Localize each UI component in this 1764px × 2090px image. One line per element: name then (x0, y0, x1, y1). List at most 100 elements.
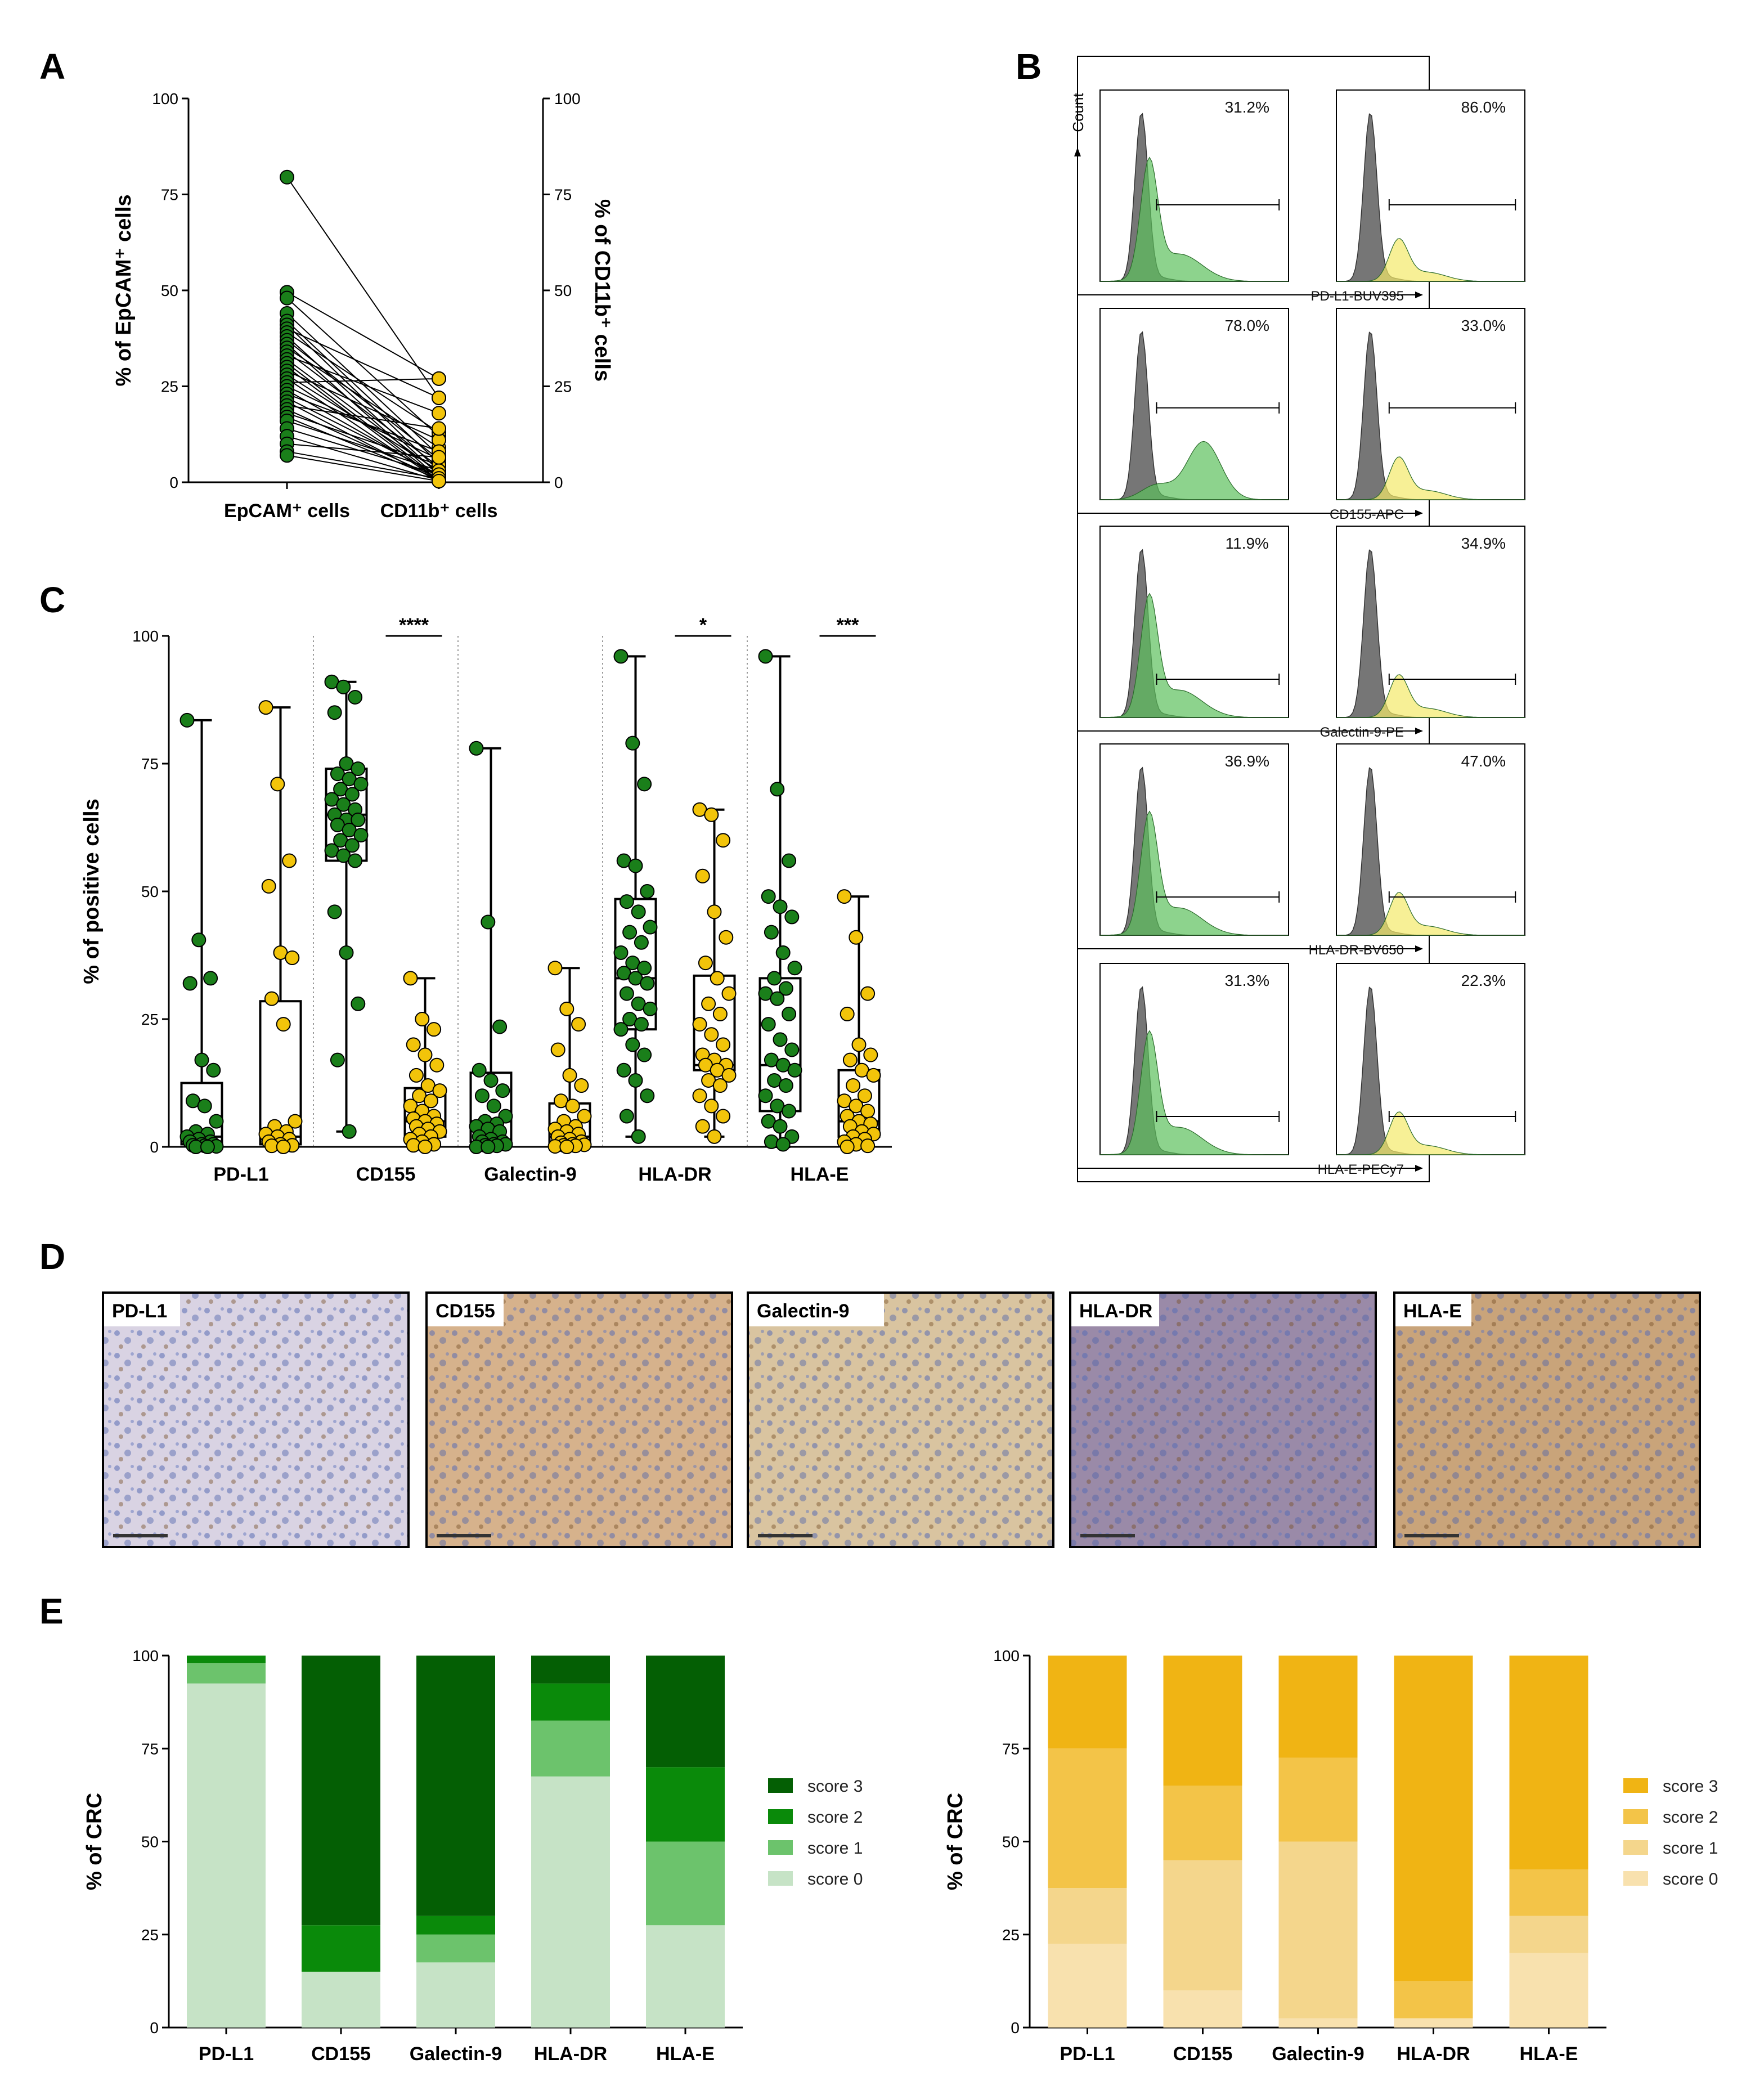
data-point (767, 971, 782, 986)
stacked-bar-segment (1048, 1656, 1127, 1749)
data-point (619, 986, 634, 1001)
histogram-box (1099, 963, 1289, 1155)
data-point (716, 1037, 731, 1052)
data-point (403, 971, 418, 986)
stacked-bar-segment (302, 1656, 380, 1926)
marker-label: PD-L1-BUV395 (1311, 289, 1404, 304)
data-point (571, 1017, 586, 1032)
panel-e-stacked-bars: 0 25 50 75 100 % of CRC PD-L1 CD155 Galectin-9 HL… (83, 1647, 1718, 2065)
x-category-label: EpCAM⁺ cells (224, 500, 350, 522)
y-tick-label: 75 (141, 755, 159, 773)
data-point (782, 1006, 797, 1021)
data-point (860, 1138, 876, 1154)
stacked-bar-segment (1163, 1860, 1242, 1990)
stacked-bar-segment (187, 1663, 266, 1684)
data-point (640, 884, 655, 899)
axis-arrow (1415, 728, 1423, 734)
legend-swatch (768, 1778, 793, 1793)
data-point (849, 930, 864, 945)
data-point (200, 1140, 215, 1154)
data-point (628, 1073, 643, 1088)
ihc-label-box (749, 1294, 884, 1326)
y-tick-label: 0 (150, 2019, 159, 2037)
data-point (773, 1032, 788, 1047)
data-point (486, 1098, 501, 1114)
y-tick-label-left: 75 (161, 186, 178, 204)
data-point (758, 1088, 773, 1104)
stacked-bar-segment (646, 1767, 725, 1842)
data-point (418, 1047, 433, 1062)
data-point (209, 1114, 224, 1129)
data-point (423, 1093, 438, 1109)
data-point (562, 1068, 577, 1083)
data-point (846, 1078, 861, 1093)
data-point (637, 961, 652, 976)
data-point (481, 1140, 496, 1154)
stained-histogram (1100, 441, 1289, 500)
gate-percentage: 34.9% (1461, 535, 1506, 552)
stacked-bar-segment (1509, 1869, 1588, 1916)
data-point (701, 996, 716, 1011)
ihc-label-box (1395, 1294, 1471, 1326)
data-point (716, 1109, 731, 1124)
data-point (197, 1098, 212, 1114)
data-point (840, 1006, 855, 1021)
data-point (559, 1140, 574, 1154)
panel-a-paired-scatter: 0 0 25 25 50 50 75 75 100 100 EpCAM⁺ cells CD11b⁺ c… (112, 90, 614, 522)
data-point (719, 930, 734, 945)
pair-line (286, 358, 439, 473)
gate-percentage: 33.0% (1461, 317, 1506, 334)
count-axis-arrow (1074, 147, 1081, 156)
pair-line (286, 405, 439, 429)
y-tick-label-right: 25 (554, 378, 572, 396)
category-label: PD-L1 (1060, 2043, 1115, 2065)
data-point (712, 1078, 728, 1093)
data-point (577, 1109, 592, 1124)
data-point (344, 787, 360, 802)
stained-histogram (1336, 238, 1525, 282)
category-label: HLA-E (1520, 2043, 1578, 2065)
panel-letter-c: C (39, 580, 65, 620)
epcam-point (280, 448, 294, 463)
data-point (481, 914, 496, 930)
data-point (721, 986, 737, 1001)
category-label: HLA-DR (1397, 2043, 1470, 2065)
data-point (628, 858, 643, 873)
y-tick-label-left: 25 (161, 378, 178, 396)
stacked-bar-segment (1278, 2018, 1358, 2028)
y-tick-label-right: 75 (554, 186, 572, 204)
y-tick-label-right: 100 (554, 90, 581, 107)
stacked-bar-segment (531, 1720, 610, 1777)
data-point (695, 868, 710, 883)
ihc-label-box (428, 1294, 504, 1326)
legend-label: score 1 (1663, 1839, 1718, 1858)
data-point (773, 899, 788, 914)
y-axis-label-left: % of EpCAM⁺ cells (112, 195, 136, 387)
pair-line (286, 420, 439, 472)
category-label: HLA-DR (638, 1164, 711, 1185)
pair-line (286, 436, 439, 481)
data-point (707, 904, 722, 920)
data-point (787, 961, 802, 976)
data-point (851, 1037, 867, 1052)
data-point (710, 971, 725, 986)
gate-percentage: 22.3% (1461, 972, 1506, 989)
significance-marker: **** (399, 615, 429, 636)
data-point (276, 1017, 291, 1032)
data-point (288, 1114, 303, 1129)
legend-label: score 3 (807, 1777, 863, 1796)
data-point (472, 1062, 487, 1078)
data-point (409, 1068, 424, 1083)
y-tick-label: 0 (150, 1138, 159, 1156)
legend-swatch (1623, 1871, 1648, 1886)
legend-swatch (1623, 1778, 1648, 1793)
ihc-texture (104, 1294, 407, 1546)
data-point (353, 828, 369, 843)
data-point (637, 777, 652, 792)
legend-label: score 0 (807, 1870, 863, 1889)
category-label: PD-L1 (213, 1164, 268, 1185)
panel-letter-e: E (39, 1591, 64, 1631)
data-point (344, 838, 360, 853)
gate-percentage: 86.0% (1461, 98, 1506, 116)
y-tick-label: 75 (141, 1740, 159, 1757)
